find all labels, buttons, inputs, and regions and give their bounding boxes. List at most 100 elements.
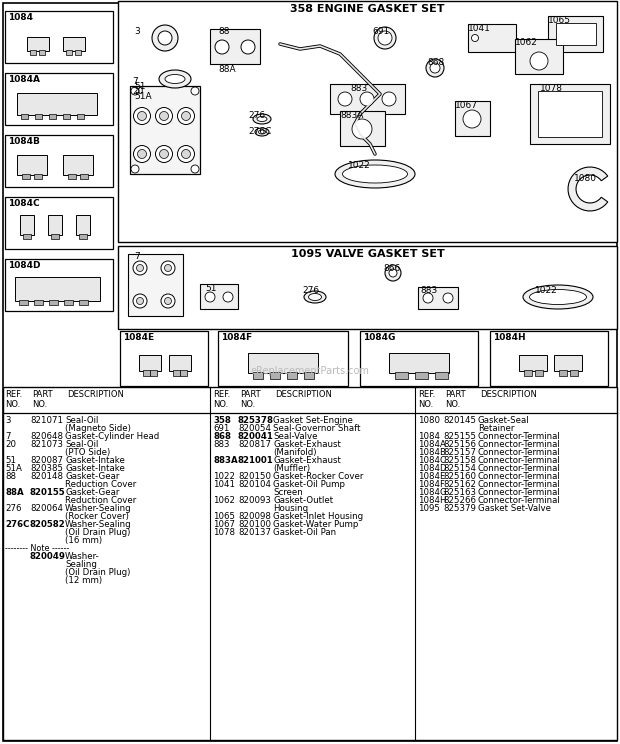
Circle shape <box>164 298 172 304</box>
Circle shape <box>161 294 175 308</box>
Text: 821071: 821071 <box>30 416 63 425</box>
Text: NO.: NO. <box>418 400 433 409</box>
Bar <box>535 370 543 376</box>
Bar <box>468 24 516 52</box>
Text: 1084E: 1084E <box>123 333 154 342</box>
Text: (Oil Drain Plug): (Oil Drain Plug) <box>65 568 130 577</box>
Text: Gasket-Intake: Gasket-Intake <box>65 464 125 473</box>
Circle shape <box>463 110 481 128</box>
Text: 20: 20 <box>5 440 16 449</box>
Text: 820148: 820148 <box>30 472 63 481</box>
Bar <box>22 174 30 179</box>
Ellipse shape <box>159 70 191 88</box>
Text: Gasket Set-Valve: Gasket Set-Valve <box>478 504 551 513</box>
Text: 1022: 1022 <box>348 161 371 170</box>
Text: 825163: 825163 <box>443 488 476 497</box>
Text: 358: 358 <box>213 416 231 425</box>
Text: 820093: 820093 <box>238 496 271 505</box>
Text: 820385: 820385 <box>30 464 63 473</box>
Circle shape <box>177 107 195 124</box>
Bar <box>63 114 70 119</box>
Circle shape <box>389 269 397 277</box>
Circle shape <box>241 40 255 54</box>
Text: 1095: 1095 <box>418 504 440 513</box>
Bar <box>180 370 187 376</box>
Bar <box>15 277 100 301</box>
Text: 820054: 820054 <box>238 424 271 433</box>
Text: REF.: REF. <box>418 390 435 399</box>
Text: 88A: 88A <box>218 65 236 74</box>
Bar <box>30 50 36 55</box>
Bar <box>120 331 208 386</box>
Bar <box>5 135 113 187</box>
Circle shape <box>133 261 147 275</box>
Text: Gasket-Oil Pan: Gasket-Oil Pan <box>273 528 336 537</box>
Bar <box>63 37 85 51</box>
Text: 276: 276 <box>302 286 319 295</box>
Text: NO.: NO. <box>213 400 228 409</box>
Text: 1084C: 1084C <box>418 456 446 465</box>
Bar <box>270 372 280 379</box>
Text: 820155: 820155 <box>30 488 66 497</box>
Text: 88: 88 <box>218 27 229 36</box>
Circle shape <box>191 87 199 95</box>
Circle shape <box>215 40 229 54</box>
Bar <box>418 287 458 309</box>
Circle shape <box>156 146 172 162</box>
Text: 1084H: 1084H <box>493 333 526 342</box>
Text: 88: 88 <box>5 472 16 481</box>
Circle shape <box>136 298 143 304</box>
Bar <box>63 155 93 175</box>
Bar <box>360 331 478 386</box>
Text: 1080: 1080 <box>418 416 440 425</box>
Bar <box>5 73 113 125</box>
Text: Gasket-Inlet Housing: Gasket-Inlet Housing <box>273 512 363 521</box>
Bar <box>530 84 610 144</box>
Text: 51A: 51A <box>134 92 152 101</box>
Text: 883: 883 <box>420 286 437 295</box>
Bar <box>19 300 28 305</box>
Bar <box>34 300 43 305</box>
Bar <box>248 353 318 373</box>
Bar <box>66 50 72 55</box>
Circle shape <box>159 112 169 121</box>
Bar <box>21 114 28 119</box>
Text: 820145: 820145 <box>443 416 476 425</box>
Circle shape <box>382 92 396 106</box>
Text: 820582: 820582 <box>30 520 66 529</box>
Ellipse shape <box>378 31 392 45</box>
Bar <box>490 331 608 386</box>
Text: (PTO Side): (PTO Side) <box>65 448 110 457</box>
Text: 691: 691 <box>213 424 229 433</box>
Text: 1022: 1022 <box>213 472 235 481</box>
Text: 866: 866 <box>383 264 401 273</box>
Ellipse shape <box>335 160 415 188</box>
Circle shape <box>530 52 548 70</box>
Circle shape <box>131 87 139 95</box>
Bar <box>23 234 31 239</box>
Text: Connector-Terminal: Connector-Terminal <box>478 472 560 481</box>
Text: 868: 868 <box>213 432 231 441</box>
Bar <box>64 300 73 305</box>
Text: Connector-Terminal: Connector-Terminal <box>478 448 560 457</box>
Text: 20: 20 <box>132 87 143 96</box>
Text: 820041: 820041 <box>238 432 274 441</box>
Bar <box>330 84 405 114</box>
Text: REF.: REF. <box>5 390 22 399</box>
Ellipse shape <box>257 117 267 121</box>
Circle shape <box>182 150 190 158</box>
Text: Seal-Governor Shaft: Seal-Governor Shaft <box>273 424 360 433</box>
Bar <box>118 1 617 242</box>
Text: 3: 3 <box>5 416 11 425</box>
Text: Connector-Terminal: Connector-Terminal <box>478 440 560 449</box>
Text: Connector-Terminal: Connector-Terminal <box>478 488 560 497</box>
Text: 1084B: 1084B <box>418 448 446 457</box>
Text: 1078: 1078 <box>213 528 235 537</box>
Bar <box>68 174 76 179</box>
Text: Gasket-Cylinder Head: Gasket-Cylinder Head <box>65 432 159 441</box>
Text: 1084F: 1084F <box>221 333 252 342</box>
Bar <box>173 370 180 376</box>
Text: Gasket-Gear: Gasket-Gear <box>65 488 120 497</box>
Text: Gasket-Outlet: Gasket-Outlet <box>273 496 333 505</box>
Text: (Oil Drain Plug): (Oil Drain Plug) <box>65 528 130 537</box>
